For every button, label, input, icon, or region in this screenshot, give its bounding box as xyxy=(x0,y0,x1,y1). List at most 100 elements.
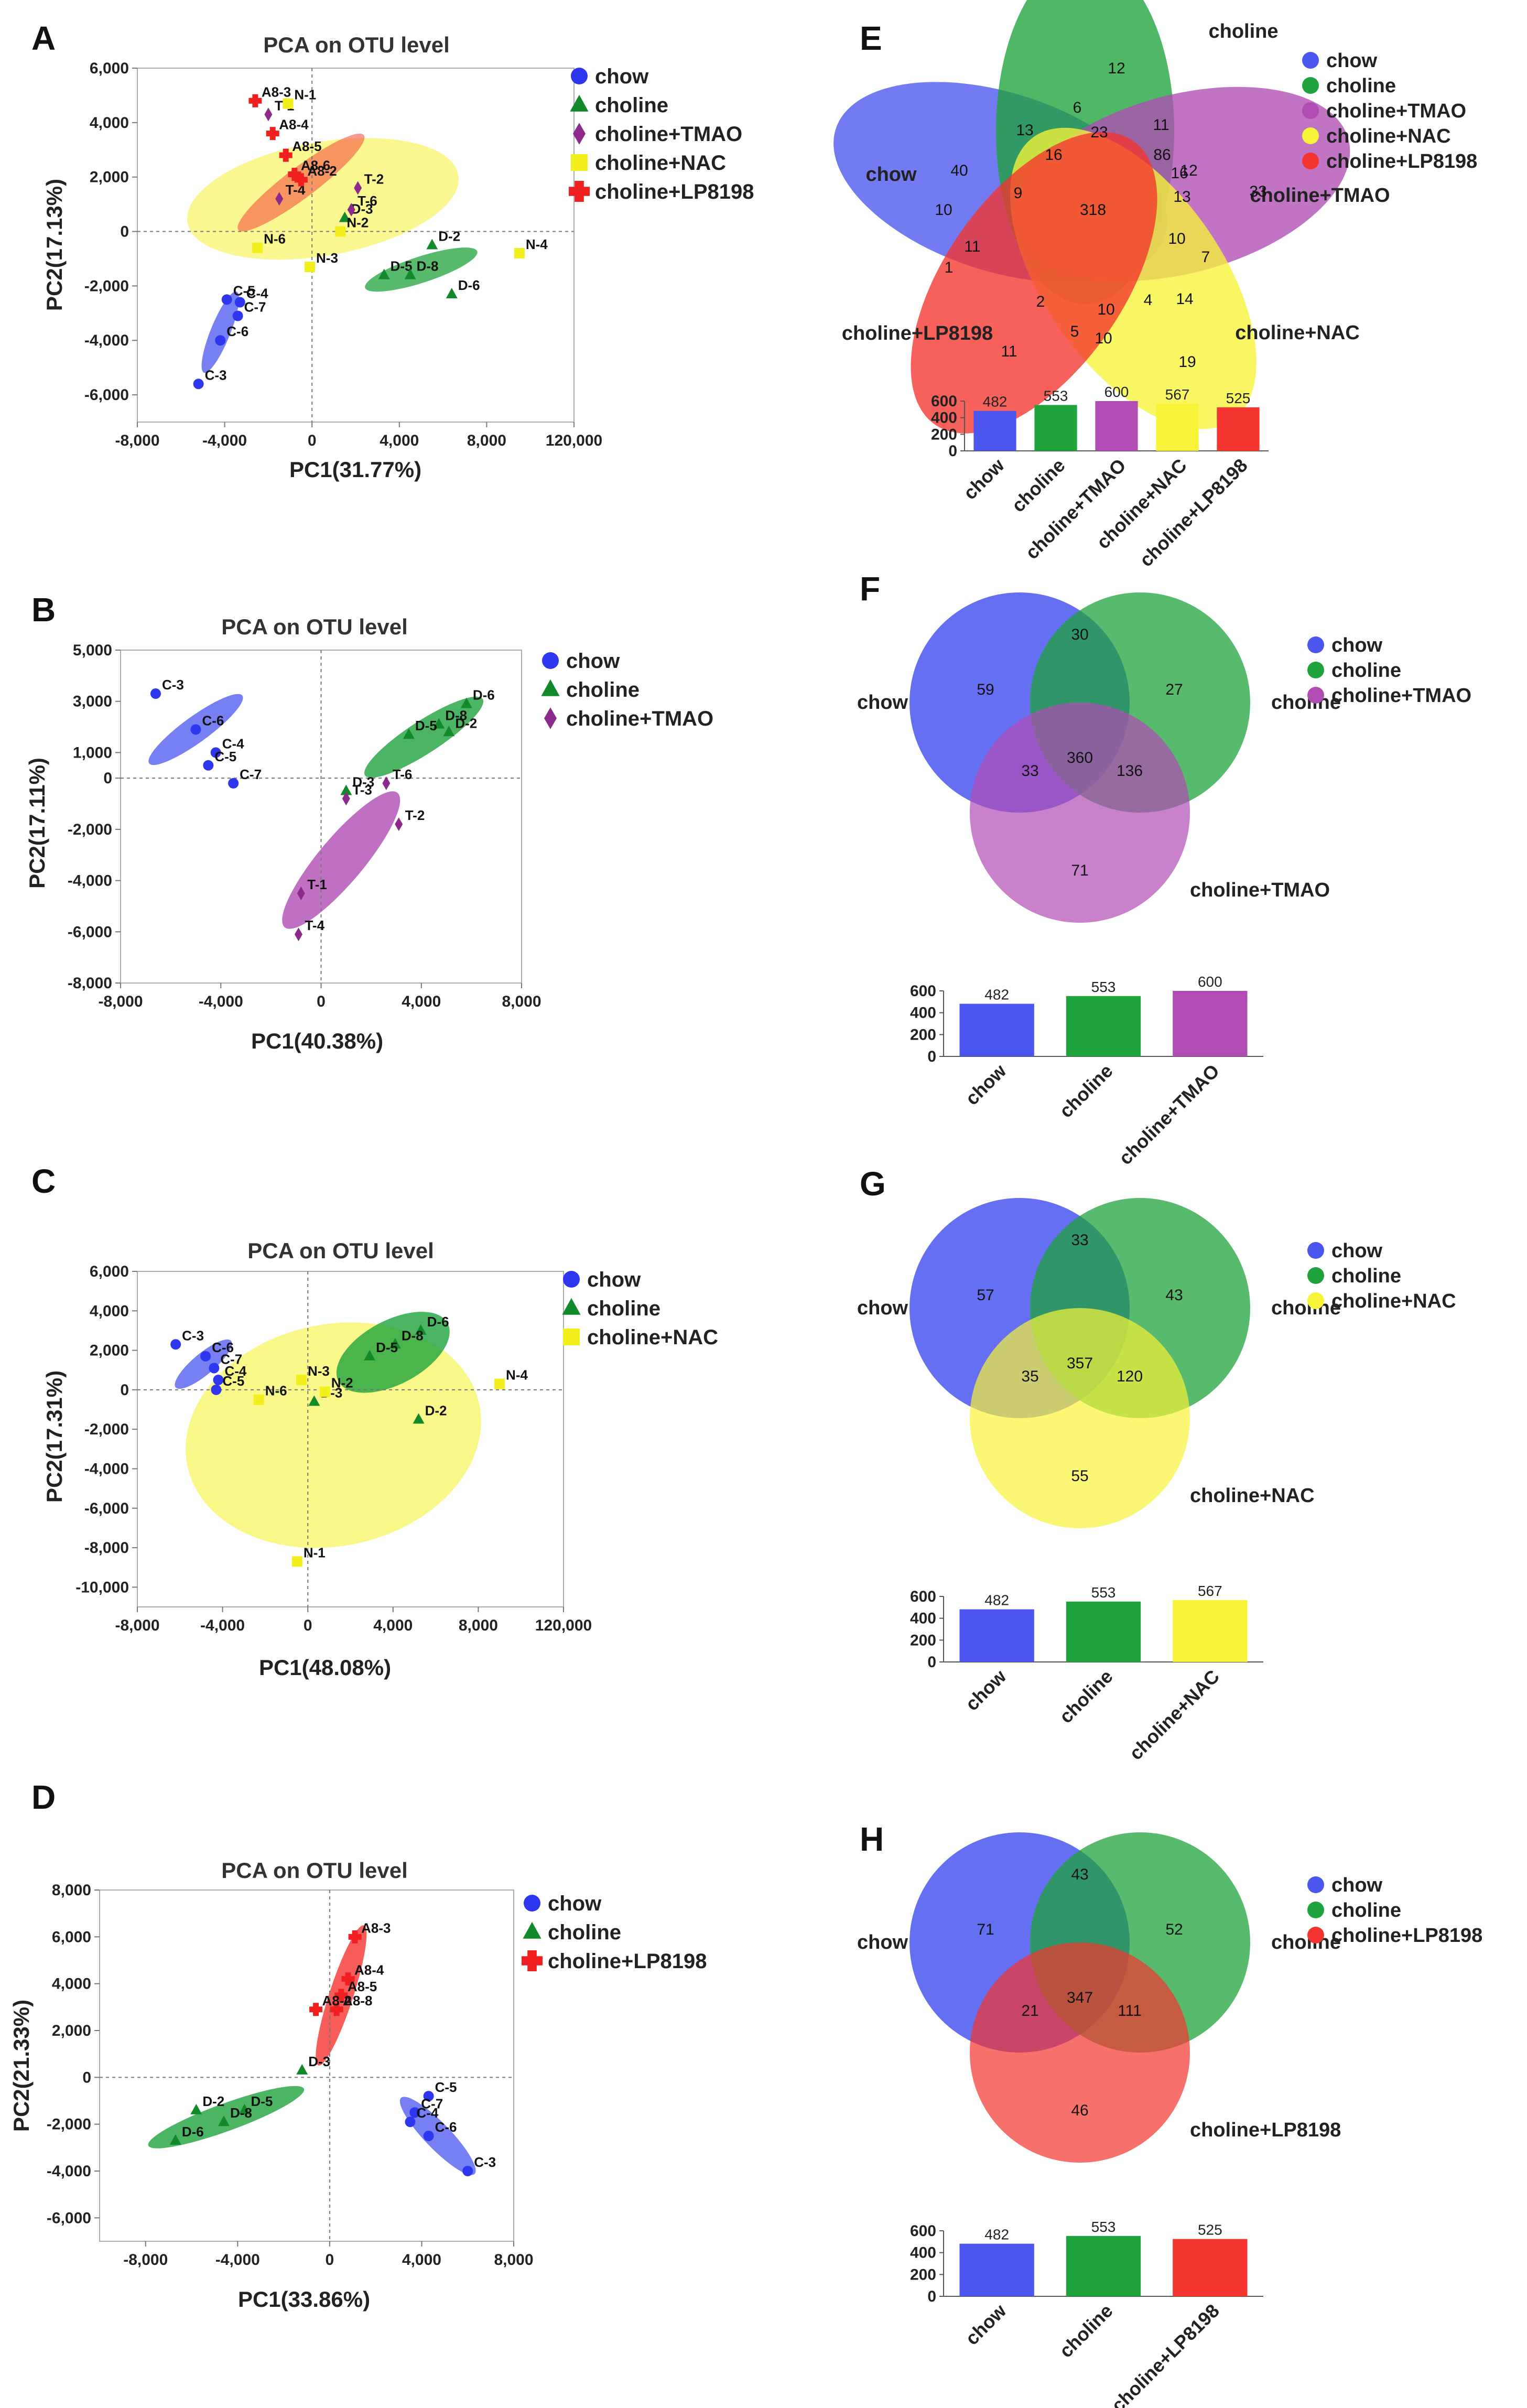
venn-region-value: 40 xyxy=(950,162,968,179)
x-tick-label: 4,000 xyxy=(402,2251,441,2269)
bar xyxy=(1173,1600,1248,1662)
panel-letter: A xyxy=(31,19,56,57)
data-point xyxy=(228,778,239,789)
point-label: A8-3 xyxy=(361,1920,391,1936)
point-label: N-1 xyxy=(294,87,316,103)
point-label: D-3 xyxy=(308,2054,330,2069)
bar-y-tick-label: 400 xyxy=(910,2244,936,2262)
y-tick-label: -6,000 xyxy=(84,386,129,404)
data-point xyxy=(426,239,438,250)
x-tick-label: 4,000 xyxy=(380,432,419,449)
point-label: N-3 xyxy=(308,1363,330,1379)
point-label: D-5 xyxy=(391,258,413,274)
point-label: C-7 xyxy=(421,2096,443,2111)
y-tick-label: 0 xyxy=(82,2069,91,2086)
venn-region-value: 11 xyxy=(1001,343,1017,360)
bar-category-label: choline+TMAO xyxy=(1114,1060,1223,1169)
data-point xyxy=(334,1989,348,2002)
venn-set-label: choline xyxy=(1271,692,1341,714)
bar-category-label: chow xyxy=(959,454,1009,504)
legend-label: choline+NAC xyxy=(595,152,726,175)
point-label: D-6 xyxy=(458,277,480,293)
y-axis-label: PC2(17.11%) xyxy=(25,758,49,889)
data-point xyxy=(423,2131,434,2141)
venn-set-label: choline+NAC xyxy=(1190,1485,1315,1507)
panel-letter: E xyxy=(860,19,882,57)
venn-set-label: chow xyxy=(857,1297,908,1319)
venn-set-label: choline+TMAO xyxy=(1250,185,1390,207)
confidence-ellipse xyxy=(364,696,484,778)
data-point xyxy=(264,107,273,122)
legend-marker xyxy=(1307,1927,1324,1943)
bar xyxy=(959,2243,1034,2296)
bar-value-label: 600 xyxy=(1198,974,1222,990)
legend-marker xyxy=(524,1895,540,1912)
bar-category-label: choline xyxy=(1055,1060,1117,1122)
venn-panel-e: Echowcholinecholine+TMAOcholine+NACcholi… xyxy=(833,0,1477,571)
point-label: D-2 xyxy=(438,229,460,244)
venn-region-value: 2 xyxy=(1036,293,1045,310)
bar-value-label: 482 xyxy=(984,2227,1009,2243)
bar-category-label: chow xyxy=(961,1665,1011,1715)
x-axis-label: PC1(40.38%) xyxy=(251,1029,383,1053)
data-point xyxy=(335,226,346,237)
venn-region-value: 23 xyxy=(1090,124,1108,141)
x-tick-label: 120,000 xyxy=(546,432,602,449)
pca-panel-b: B PCA on OTU level -8,000 -4,000 0 4,000 8,000… xyxy=(25,591,713,1053)
venn-region-value: 59 xyxy=(977,681,994,698)
bar xyxy=(959,1609,1034,1662)
y-tick-label: -6,000 xyxy=(47,2209,91,2227)
data-point xyxy=(218,2115,230,2126)
venn-set-shape xyxy=(970,1942,1190,2163)
y-tick-label: -6,000 xyxy=(68,923,112,941)
point-label: T-4 xyxy=(305,917,324,933)
bar xyxy=(1066,2236,1141,2296)
y-tick-label: -2,000 xyxy=(68,821,112,838)
legend-marker xyxy=(541,679,560,696)
legend-marker xyxy=(573,123,586,145)
venn-region-value: 33 xyxy=(1071,1232,1088,1249)
confidence-ellipse xyxy=(187,138,459,260)
bar-y-tick-label: 0 xyxy=(927,1654,936,1671)
x-tick-label: 4,000 xyxy=(402,993,441,1010)
data-point xyxy=(403,728,415,739)
venn-set-label: chow xyxy=(857,692,908,714)
data-point xyxy=(203,760,214,771)
legend-marker xyxy=(563,1271,580,1288)
data-point xyxy=(339,211,351,222)
legend-label: choline+LP8198 xyxy=(548,1950,707,1973)
point-label: N-3 xyxy=(316,250,338,266)
y-tick-label: 0 xyxy=(120,1381,129,1399)
bar-value-label: 482 xyxy=(984,1592,1009,1608)
data-point xyxy=(291,1556,302,1567)
y-tick-label: -10,000 xyxy=(75,1579,129,1596)
point-label: D-8 xyxy=(417,258,439,274)
y-tick-label: -2,000 xyxy=(47,2116,91,2133)
point-label: A8-4 xyxy=(279,117,309,133)
point-label: D-5 xyxy=(251,2093,273,2109)
data-point xyxy=(395,817,403,832)
venn-region-value: 4 xyxy=(1144,291,1153,309)
bar-y-tick-label: 200 xyxy=(931,426,957,443)
y-tick-label: 4,000 xyxy=(90,114,129,132)
legend-label: chow xyxy=(1331,1874,1383,1896)
y-axis-label: PC2(17.13%) xyxy=(42,179,67,311)
point-label: T-6 xyxy=(393,766,413,782)
data-point xyxy=(279,148,293,162)
bar-y-tick-label: 200 xyxy=(910,1026,936,1043)
bar-value-label: 567 xyxy=(1198,1583,1222,1599)
point-label: D-3 xyxy=(352,774,374,790)
venn-region-value: 13 xyxy=(1173,188,1190,206)
bar-value-label: 482 xyxy=(984,987,1009,1003)
legend-label: choline xyxy=(595,94,668,117)
data-point xyxy=(462,2166,473,2176)
venn-set-label: chow xyxy=(865,164,917,186)
panel-letter: G xyxy=(860,1165,886,1203)
bar-value-label: 525 xyxy=(1198,2222,1222,2238)
point-label: T-6 xyxy=(358,193,377,209)
data-point xyxy=(296,2064,308,2075)
y-tick-label: 6,000 xyxy=(90,60,129,77)
data-point xyxy=(319,1386,330,1397)
